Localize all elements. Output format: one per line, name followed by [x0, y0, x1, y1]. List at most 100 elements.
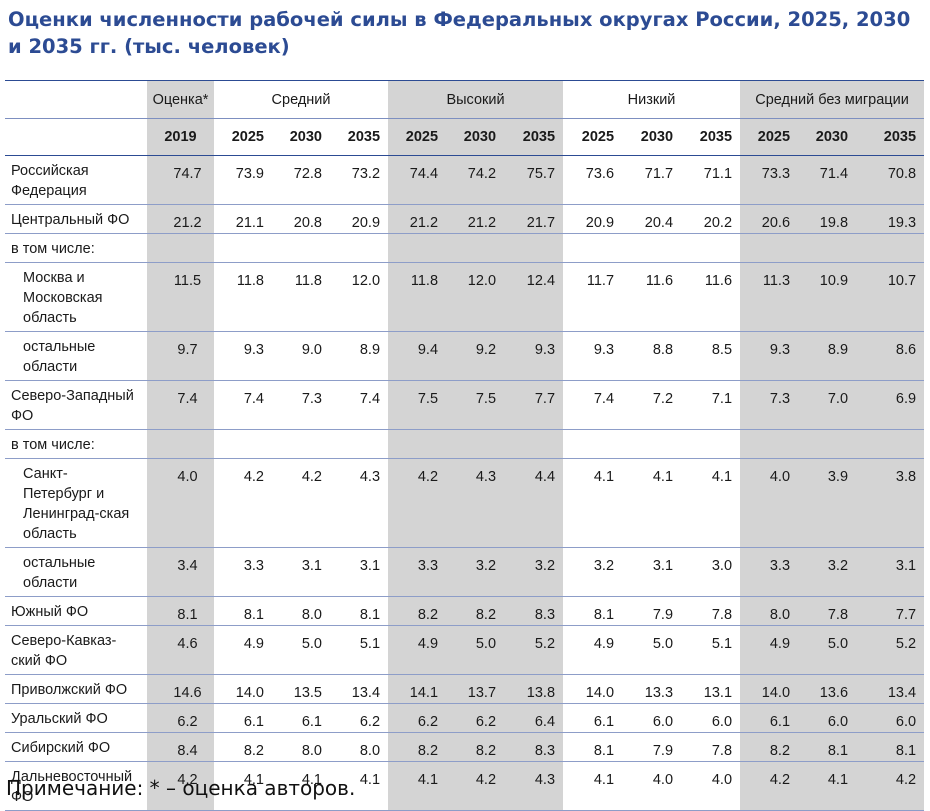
value-cell: 4.3: [446, 458, 505, 548]
value-cell: 8.3: [504, 732, 564, 762]
value-cell: [388, 233, 447, 263]
value-cell: 7.9: [622, 732, 682, 762]
value-cell: [147, 429, 214, 459]
value-cell: 6.2: [388, 703, 447, 733]
value-cell: 71.4: [798, 155, 857, 205]
value-cell: 3.2: [504, 547, 564, 597]
value-cell: 7.4: [330, 380, 389, 430]
row-label: Южный ФО: [5, 596, 147, 626]
value-cell: 3.1: [856, 547, 925, 597]
value-cell: 3.1: [330, 547, 389, 597]
row-label: остальные области: [5, 547, 147, 597]
table-row: в том числе:: [5, 233, 925, 263]
value-cell: 8.2: [388, 732, 447, 762]
value-cell: 6.1: [740, 703, 799, 733]
value-cell: 7.8: [681, 732, 741, 762]
value-cell: 3.9: [798, 458, 857, 548]
value-cell: 73.9: [214, 155, 272, 205]
value-cell: 8.1: [214, 596, 272, 626]
value-cell: 7.7: [856, 596, 925, 626]
table-row: в том числе:: [5, 429, 925, 459]
value-cell: 4.1: [563, 761, 623, 811]
value-cell: 9.3: [214, 331, 272, 381]
row-label: Приволжский ФО: [5, 674, 147, 704]
row-label: Дальневосточный ФО: [5, 761, 147, 811]
table-row: Сибирский ФО 8.4 8.2 8.0 8.0 8.2 8.2 8.3 8.1 7.9 7…: [5, 732, 925, 762]
group-header: Высокий: [388, 80, 564, 119]
value-cell: 4.9: [563, 625, 623, 675]
year-header-row: 2019 2025 2030 2035 2025 2030 2035 2025 …: [5, 118, 925, 156]
value-cell: 8.5: [681, 331, 741, 381]
row-label: в том числе:: [5, 429, 147, 459]
value-cell: 9.3: [563, 331, 623, 381]
value-cell: 9.7: [147, 331, 214, 381]
value-cell: 21.2: [388, 204, 447, 234]
value-cell: 11.6: [681, 262, 741, 332]
year-header: 2025: [214, 118, 272, 156]
value-cell: 4.1: [798, 761, 857, 811]
value-cell: 12.4: [504, 262, 564, 332]
year-header: 2035: [330, 118, 389, 156]
value-cell: 13.4: [330, 674, 389, 704]
row-label-text: Дальневосточный ФО: [11, 769, 133, 805]
group-header: Средний: [214, 80, 389, 119]
value-cell: 8.0: [330, 732, 389, 762]
row-label: Северо-Западный ФО: [5, 380, 147, 430]
value-cell: 3.1: [622, 547, 682, 597]
value-cell: 9.2: [446, 331, 505, 381]
table-row: Российская Федерация 74.7 73.9 72.8 73.2 74.4…: [5, 155, 925, 205]
value-cell: 8.2: [388, 596, 447, 626]
value-cell: 11.8: [388, 262, 447, 332]
value-cell: 4.9: [214, 625, 272, 675]
value-cell: [504, 233, 564, 263]
value-cell: 11.7: [563, 262, 623, 332]
value-cell: 3.0: [681, 547, 741, 597]
value-cell: [147, 233, 214, 263]
year-header: 2030: [272, 118, 330, 156]
group-header: Средний без миграции: [740, 80, 925, 119]
table-row: Уральский ФО 6.2 6.1 6.1 6.2 6.2 6.2 6.4 6.1 6.0 6…: [5, 703, 925, 733]
value-cell: 3.2: [563, 547, 623, 597]
value-cell: 6.2: [330, 703, 389, 733]
table-row: Москва и Московская область 11.5 11.8 11.8 1…: [5, 262, 925, 332]
value-cell: 3.3: [214, 547, 272, 597]
value-cell: 6.0: [856, 703, 925, 733]
value-cell: 20.9: [330, 204, 389, 234]
header-corner: [5, 118, 147, 156]
value-cell: 7.7: [504, 380, 564, 430]
value-cell: 4.2: [388, 458, 447, 548]
value-cell: 8.8: [622, 331, 682, 381]
table-row: Центральный ФО 21.2 21.1 20.8 20.9 21.2 21.2 21…: [5, 204, 925, 234]
value-cell: 4.0: [681, 761, 741, 811]
value-cell: 19.8: [798, 204, 857, 234]
value-cell: 8.1: [798, 732, 857, 762]
value-cell: 4.2: [214, 458, 272, 548]
value-cell: 7.0: [798, 380, 857, 430]
value-cell: 13.6: [798, 674, 857, 704]
value-cell: [446, 233, 505, 263]
value-cell: 70.8: [856, 155, 925, 205]
value-cell: [856, 429, 925, 459]
value-cell: 74.7: [147, 155, 214, 205]
value-cell: 8.0: [272, 596, 330, 626]
value-cell: 8.3: [504, 596, 564, 626]
value-cell: [856, 233, 925, 263]
value-cell: 19.3: [856, 204, 925, 234]
value-cell: 20.4: [622, 204, 682, 234]
value-cell: 7.8: [798, 596, 857, 626]
value-cell: 20.9: [563, 204, 623, 234]
row-label: Санкт-Петербург и Ленинград-ская область: [5, 458, 147, 548]
value-cell: 4.2: [147, 761, 214, 811]
year-header: 2035: [856, 118, 925, 156]
value-cell: 8.2: [214, 732, 272, 762]
year-header: 2035: [504, 118, 564, 156]
value-cell: 9.3: [740, 331, 799, 381]
value-cell: 13.7: [446, 674, 505, 704]
value-cell: 4.6: [147, 625, 214, 675]
value-cell: 4.1: [681, 458, 741, 548]
value-cell: 4.9: [388, 625, 447, 675]
value-cell: 8.2: [446, 596, 505, 626]
value-cell: [622, 233, 682, 263]
value-cell: 8.0: [272, 732, 330, 762]
value-cell: 6.4: [504, 703, 564, 733]
